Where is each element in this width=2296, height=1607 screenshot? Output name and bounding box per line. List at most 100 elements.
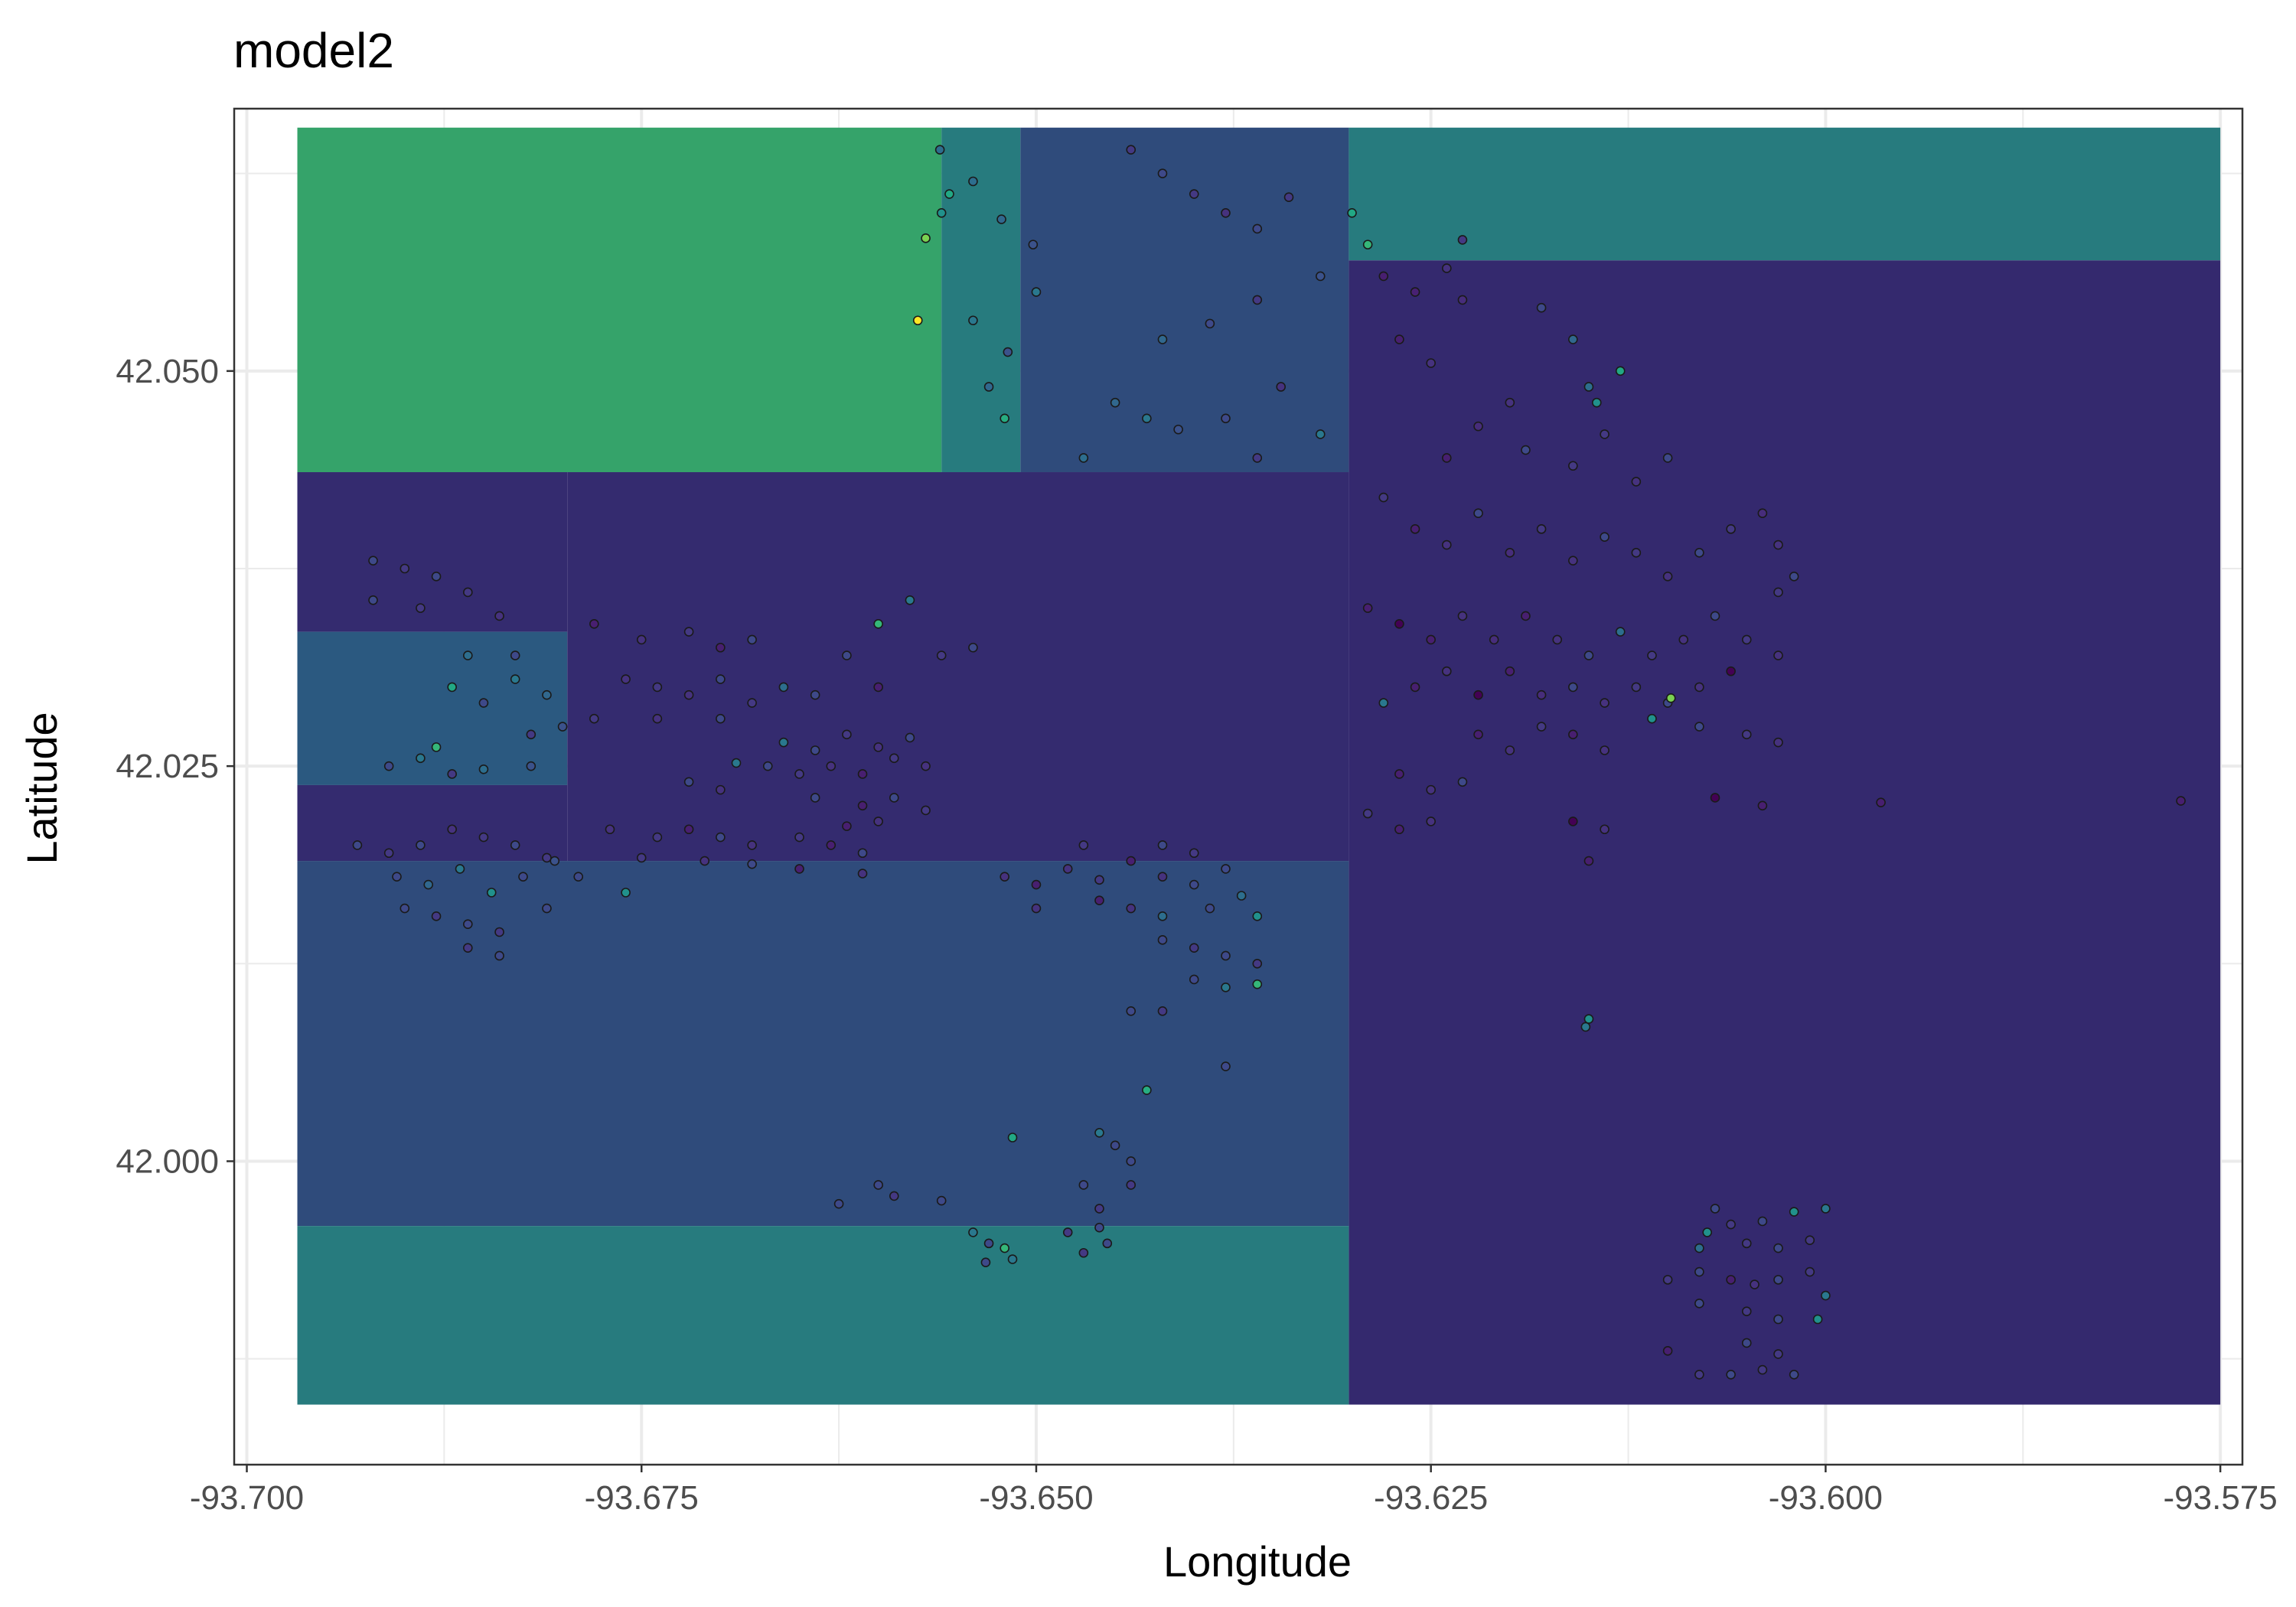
data-point — [392, 872, 402, 882]
data-point — [1536, 689, 1547, 700]
data-point — [1252, 911, 1263, 921]
data-point — [1426, 358, 1436, 368]
data-point — [747, 840, 757, 850]
data-point — [1221, 413, 1231, 424]
panel-border — [233, 107, 2244, 1466]
data-point — [1726, 1219, 1736, 1230]
data-point — [1600, 429, 1609, 439]
data-point — [1094, 1127, 1104, 1138]
prediction-region — [297, 861, 1349, 1227]
data-point — [889, 753, 899, 764]
data-point — [557, 722, 568, 732]
data-point — [1394, 769, 1404, 779]
data-point — [368, 595, 378, 605]
data-point — [1142, 413, 1152, 424]
data-point — [889, 793, 899, 803]
data-point — [716, 674, 726, 684]
data-point — [1410, 682, 1420, 693]
data-point — [1457, 777, 1468, 787]
data-point — [1362, 603, 1373, 613]
prediction-region — [1349, 260, 2221, 1405]
data-point — [826, 761, 837, 771]
data-point — [1631, 548, 1642, 558]
data-point — [1110, 397, 1120, 408]
y-tick-label: 42.000 — [116, 1143, 219, 1180]
data-point — [921, 233, 931, 243]
data-point — [1536, 722, 1547, 732]
data-point — [447, 682, 457, 693]
data-point — [1812, 1314, 1823, 1325]
data-point — [921, 761, 931, 771]
data-point — [1710, 1204, 1720, 1214]
data-point — [683, 627, 694, 637]
data-point — [447, 769, 457, 779]
data-point — [478, 764, 489, 774]
data-point — [1410, 524, 1420, 534]
data-point — [2176, 796, 2186, 806]
data-point — [1583, 382, 1594, 392]
data-point — [1583, 1014, 1594, 1024]
data-point — [1315, 271, 1326, 282]
data-point — [1378, 492, 1389, 503]
data-point — [1702, 1227, 1712, 1237]
data-point — [526, 761, 536, 771]
data-point — [1426, 784, 1436, 795]
data-point — [1647, 650, 1657, 660]
y-axis-title: Latitude — [18, 712, 66, 864]
data-point — [1252, 453, 1263, 463]
data-point — [1126, 856, 1137, 866]
data-point — [352, 840, 363, 850]
data-point — [1457, 295, 1468, 305]
data-point — [1773, 1275, 1783, 1285]
data-point — [1521, 445, 1531, 455]
data-point — [936, 208, 947, 218]
data-point — [510, 674, 520, 684]
data-point — [1631, 682, 1642, 693]
data-point — [1694, 1369, 1704, 1380]
data-point — [683, 689, 694, 700]
data-point — [1694, 1266, 1704, 1277]
data-point — [383, 761, 394, 771]
data-point — [683, 777, 694, 787]
data-point — [1473, 421, 1483, 432]
x-axis-title: Longitude — [1163, 1537, 1352, 1586]
data-point — [1283, 192, 1294, 202]
data-point — [1252, 295, 1263, 305]
data-point — [1583, 856, 1594, 866]
data-point — [478, 698, 489, 708]
data-point — [589, 618, 599, 629]
data-point — [486, 888, 497, 898]
data-point — [416, 753, 426, 764]
data-point — [1568, 334, 1578, 344]
data-point — [1662, 1346, 1673, 1356]
data-point — [455, 864, 465, 874]
data-point — [1552, 634, 1563, 645]
data-point — [1221, 864, 1231, 874]
data-point — [400, 563, 410, 574]
data-point — [400, 903, 410, 914]
data-point — [1062, 864, 1073, 874]
data-point — [857, 800, 868, 811]
data-point — [716, 832, 726, 843]
data-point — [810, 689, 820, 700]
data-point — [1110, 1140, 1120, 1151]
data-point — [857, 769, 868, 779]
data-point — [1741, 634, 1752, 645]
data-point — [1442, 263, 1452, 273]
data-point — [1457, 611, 1468, 621]
data-point — [431, 572, 442, 582]
data-point — [1205, 318, 1215, 329]
data-point — [762, 761, 773, 771]
data-point — [542, 852, 552, 863]
data-point — [1741, 1238, 1752, 1249]
prediction-region — [1020, 127, 1349, 473]
data-point — [1007, 1133, 1018, 1143]
data-point — [1773, 1349, 1783, 1359]
data-point — [636, 634, 647, 645]
data-point — [1031, 287, 1042, 297]
x-tick-label: -93.675 — [585, 1479, 699, 1517]
data-point — [1173, 424, 1183, 435]
data-point — [873, 618, 883, 629]
prediction-region — [297, 1226, 1349, 1405]
